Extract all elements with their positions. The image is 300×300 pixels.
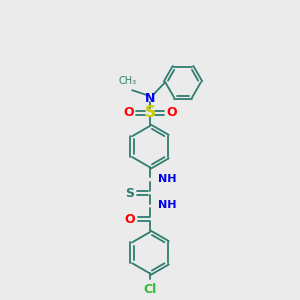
Text: Cl: Cl (143, 283, 157, 296)
Text: O: O (123, 106, 134, 119)
Text: NH: NH (158, 200, 177, 210)
Text: S: S (145, 106, 155, 121)
Text: NH: NH (158, 174, 177, 184)
Text: O: O (166, 106, 177, 119)
Text: CH₃: CH₃ (119, 76, 137, 86)
Text: S: S (125, 187, 134, 200)
Text: N: N (145, 92, 155, 104)
Text: O: O (125, 213, 136, 226)
